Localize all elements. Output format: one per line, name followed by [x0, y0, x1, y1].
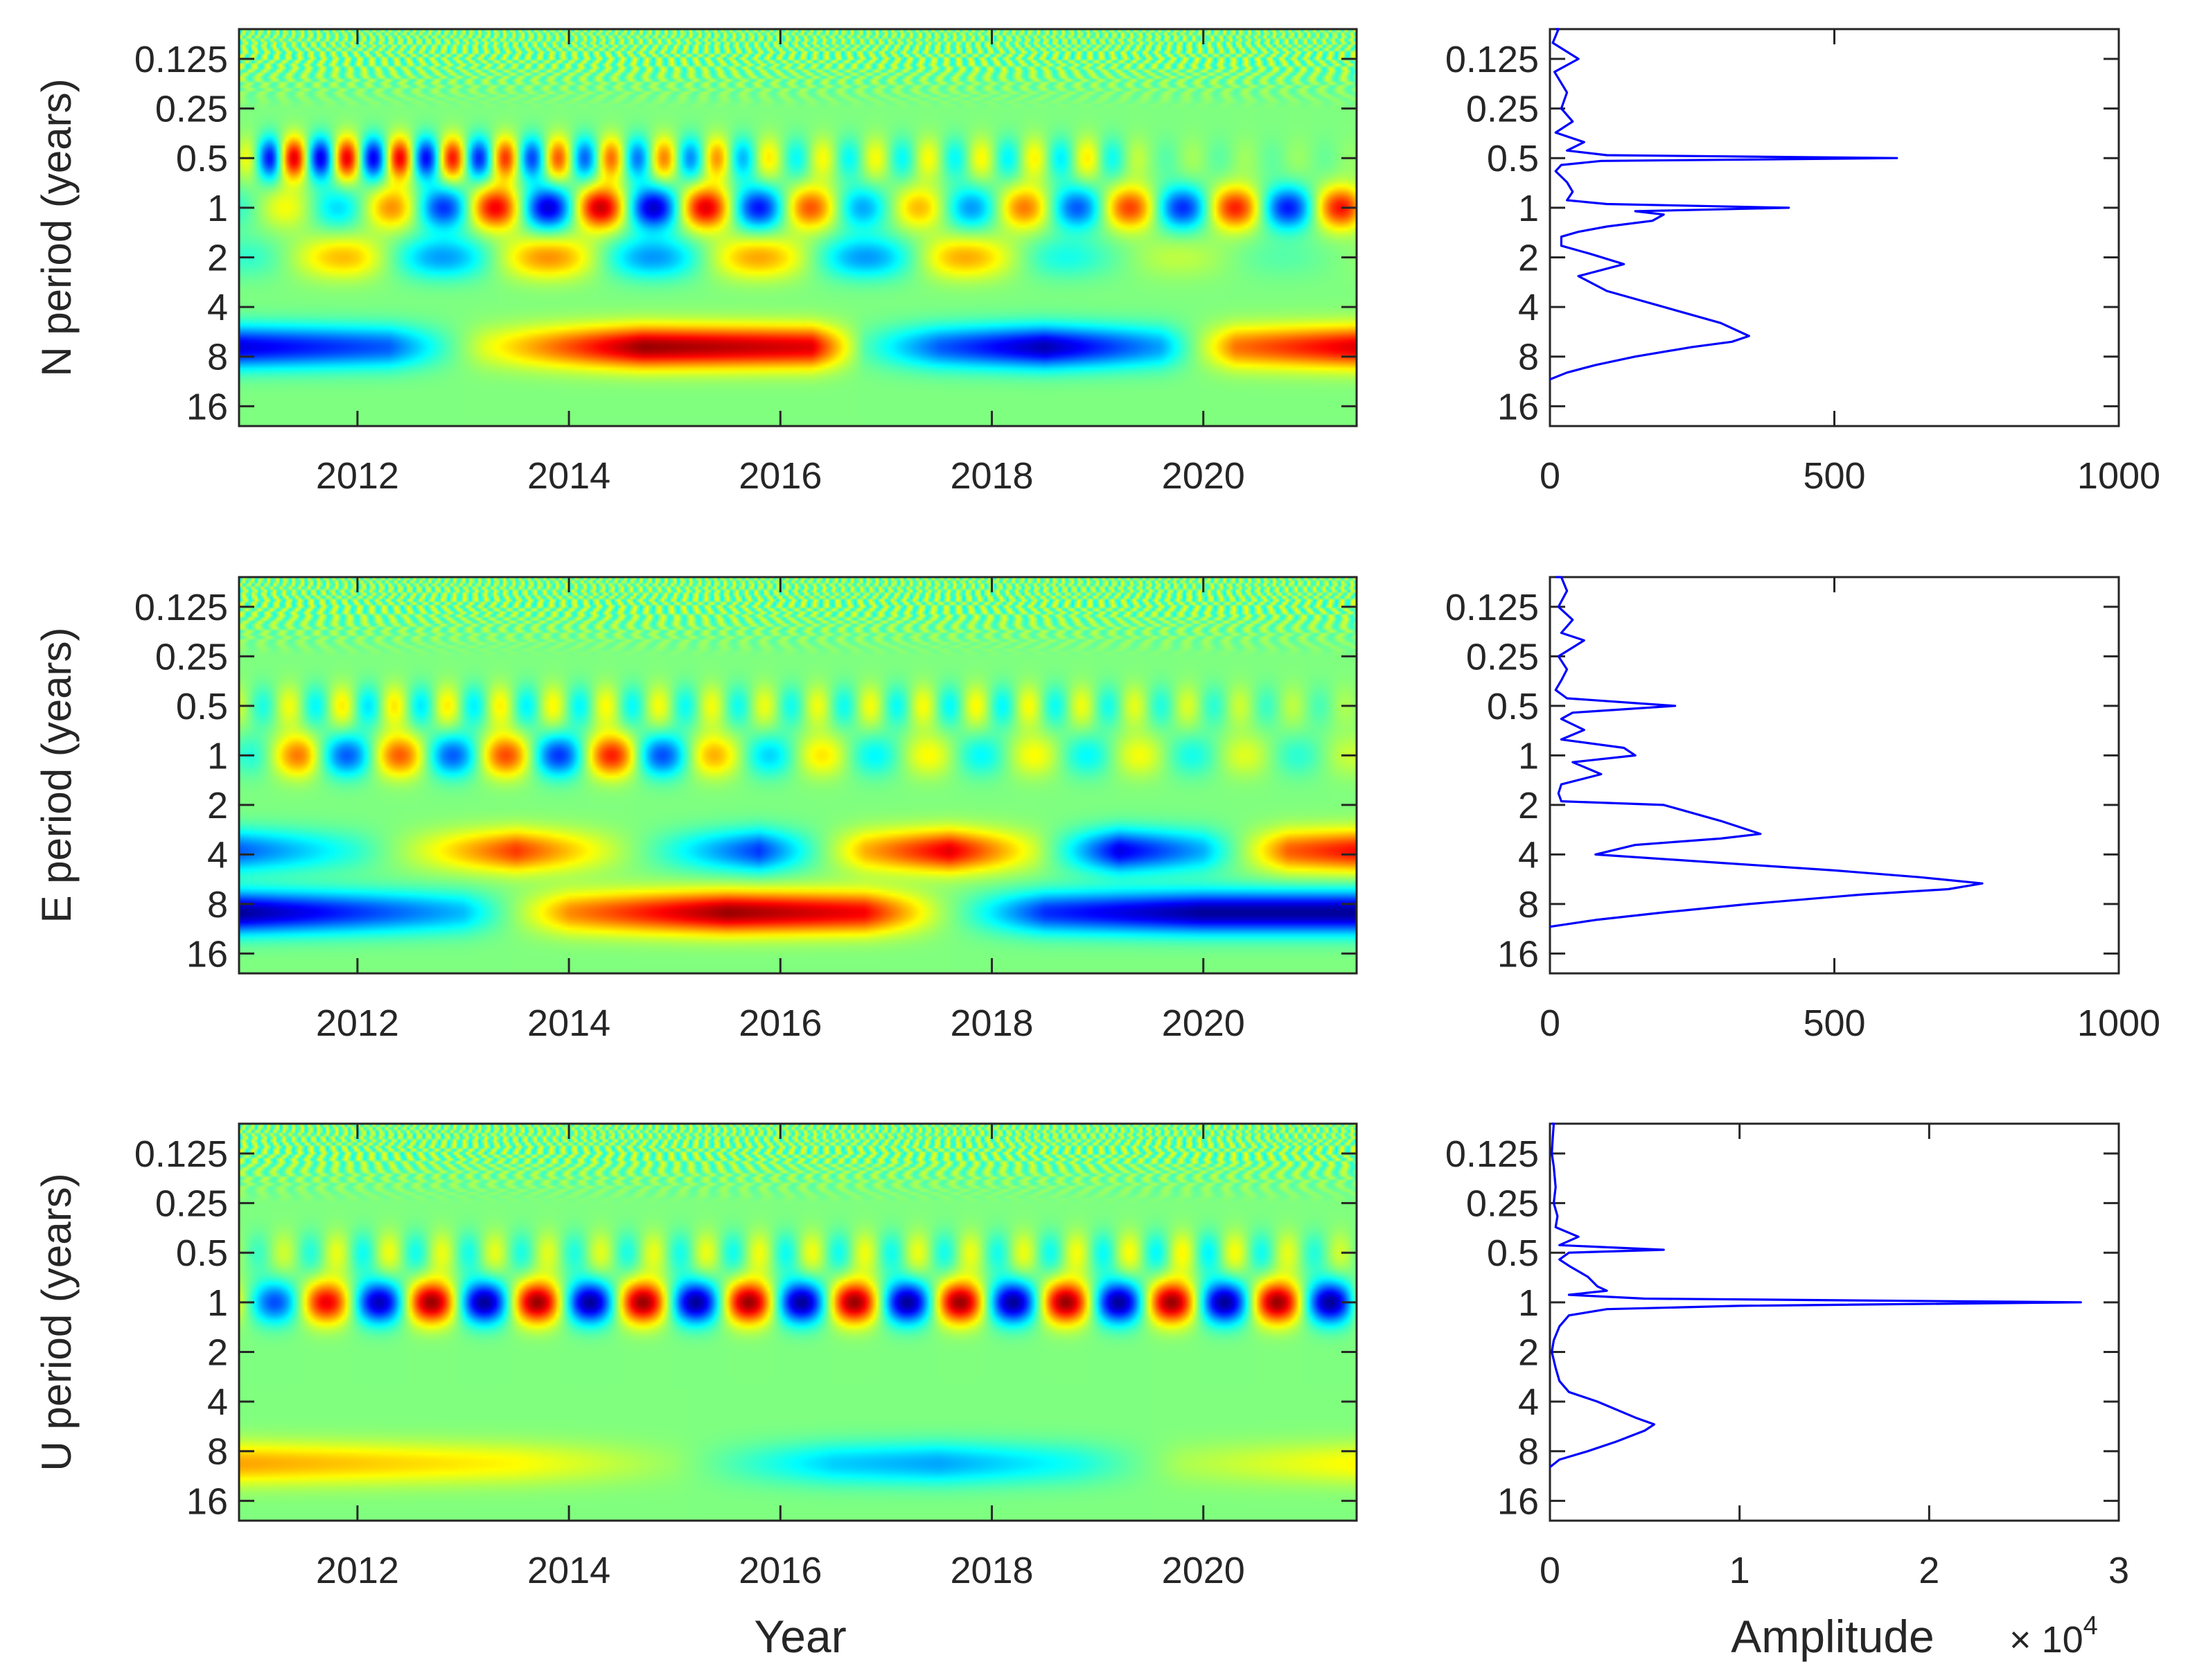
wavelet-ytick-label: 1 [207, 188, 228, 229]
spectrum-xtick-label: 500 [1803, 455, 1865, 497]
spectrum-ytick-label: 0.125 [1445, 39, 1539, 80]
wavelet-heatmap-N [239, 29, 1357, 426]
wavelet-axes-box-E [238, 576, 1358, 975]
spectrum-ytick-label: 0.25 [1466, 1183, 1539, 1225]
wavelet-heatmap-E [239, 577, 1357, 973]
spectrum-ytick-label: 1 [1518, 1282, 1539, 1324]
wavelet-ytick-label: 2 [207, 1332, 228, 1373]
spectrum-xtick-label: 3 [2108, 1550, 2129, 1591]
wavelet-ytick-label: 0.5 [176, 138, 228, 179]
spectrum-xtick-label: 1 [1729, 1550, 1750, 1591]
wavelet-ytick-label: 0.125 [134, 587, 228, 628]
spectrum-xtick-label: 0 [1540, 1002, 1560, 1044]
wavelet-ytick-label: 4 [207, 287, 228, 328]
wavelet-xtick-label: 2012 [316, 1550, 399, 1591]
spectrum-xtick-label: 500 [1803, 1002, 1865, 1044]
spectrum-ytick-label: 2 [1518, 1332, 1539, 1373]
x-axis-label-amplitude: Amplitude [1731, 1611, 1934, 1662]
spectrum-ytick-label: 4 [1518, 287, 1539, 328]
wavelet-ytick-label: 0.125 [134, 39, 228, 80]
spectrum-ytick-label: 0.25 [1466, 636, 1539, 678]
spectrum-ytick-label: 0.5 [1487, 686, 1539, 727]
spectrum-axes-box-N [1549, 28, 2120, 427]
wavelet-ytick-label: 0.5 [176, 686, 228, 727]
wavelet-ytick-label: 0.25 [155, 89, 228, 130]
spectrum-ytick-label: 0.125 [1445, 587, 1539, 628]
wavelet-ytick-label: 16 [186, 386, 228, 427]
wavelet-ytick-label: 8 [207, 337, 228, 378]
spectrum-ytick-label: 1 [1518, 735, 1539, 777]
wavelet-xtick-label: 2018 [950, 1550, 1033, 1591]
wavelet-ytick-label: 1 [207, 1282, 228, 1324]
wavelet-xtick-label: 2018 [950, 1002, 1033, 1044]
wavelet-ytick-label: 2 [207, 785, 228, 826]
spectrum-line-E [1549, 576, 1984, 928]
spectrum-ytick-label: 0.125 [1445, 1133, 1539, 1175]
wavelet-xtick-label: 2016 [739, 1550, 822, 1591]
y-axis-label-N: N period (years) [33, 78, 80, 376]
spectrum-xtick-label: 1000 [2077, 1002, 2160, 1044]
wavelet-ytick-label: 16 [186, 933, 228, 975]
wavelet-xtick-label: 2014 [527, 455, 610, 497]
spectrum-ytick-label: 0.5 [1487, 138, 1539, 179]
wavelet-xtick-label: 2018 [950, 455, 1033, 497]
spectrum-ytick-label: 8 [1518, 1431, 1539, 1473]
spectrum-axes-box-U [1549, 1122, 2120, 1522]
wavelet-ytick-label: 16 [186, 1480, 228, 1522]
wavelet-ytick-label: 8 [207, 884, 228, 926]
spectrum-line-U [1549, 1122, 2082, 1469]
exponent-multiplier: × 104 [2009, 1611, 2098, 1661]
spectrum-xtick-label: 2 [1919, 1550, 1939, 1591]
spectrum-ytick-label: 0.25 [1466, 89, 1539, 130]
wavelet-xtick-label: 2016 [739, 1002, 822, 1044]
wavelet-axes-box-N [238, 28, 1358, 427]
wavelet-ytick-label: 0.25 [155, 636, 228, 678]
wavelet-xtick-label: 2014 [527, 1002, 610, 1044]
spectrum-ytick-label: 4 [1518, 834, 1539, 876]
wavelet-ytick-label: 0.125 [134, 1133, 228, 1175]
wavelet-ytick-label: 0.5 [176, 1232, 228, 1274]
spectrum-ytick-label: 16 [1497, 1480, 1539, 1522]
spectrum-ytick-label: 16 [1497, 386, 1539, 427]
wavelet-ytick-label: 0.25 [155, 1183, 228, 1225]
wavelet-ytick-label: 4 [207, 1381, 228, 1423]
wavelet-axes-box-U [238, 1122, 1358, 1522]
spectrum-ytick-label: 2 [1518, 237, 1539, 278]
wavelet-heatmap-U [239, 1124, 1357, 1521]
spectrum-ytick-label: 2 [1518, 785, 1539, 826]
spectrum-xtick-label: 1000 [2077, 455, 2160, 497]
wavelet-ytick-label: 4 [207, 834, 228, 876]
wavelet-xtick-label: 2020 [1162, 1002, 1245, 1044]
wavelet-xtick-label: 2012 [316, 1002, 399, 1044]
wavelet-ytick-label: 8 [207, 1431, 228, 1473]
wavelet-xtick-label: 2012 [316, 455, 399, 497]
spectrum-ytick-label: 0.5 [1487, 1232, 1539, 1274]
spectrum-ytick-label: 16 [1497, 933, 1539, 975]
y-axis-label-E: E period (years) [33, 628, 80, 923]
spectrum-ytick-label: 1 [1518, 188, 1539, 229]
x-axis-label-year: Year [754, 1611, 846, 1662]
spectrum-axes-box-E [1549, 576, 2120, 975]
spectrum-xtick-label: 0 [1540, 1550, 1560, 1591]
wavelet-xtick-label: 2020 [1162, 455, 1245, 497]
spectrum-ytick-label: 4 [1518, 1381, 1539, 1423]
wavelet-xtick-label: 2014 [527, 1550, 610, 1591]
wavelet-xtick-label: 2020 [1162, 1550, 1245, 1591]
y-axis-label-U: U period (years) [33, 1173, 80, 1471]
spectrum-line-N [1549, 28, 1898, 381]
exponent-base: × 10 [2009, 1619, 2083, 1661]
wavelet-ytick-label: 2 [207, 237, 228, 278]
wavelet-xtick-label: 2016 [739, 455, 822, 497]
spectrum-ytick-label: 8 [1518, 884, 1539, 926]
spectrum-ytick-label: 8 [1518, 337, 1539, 378]
exponent-power: 4 [2083, 1611, 2098, 1641]
wavelet-ytick-label: 1 [207, 735, 228, 777]
spectrum-xtick-label: 0 [1540, 455, 1560, 497]
